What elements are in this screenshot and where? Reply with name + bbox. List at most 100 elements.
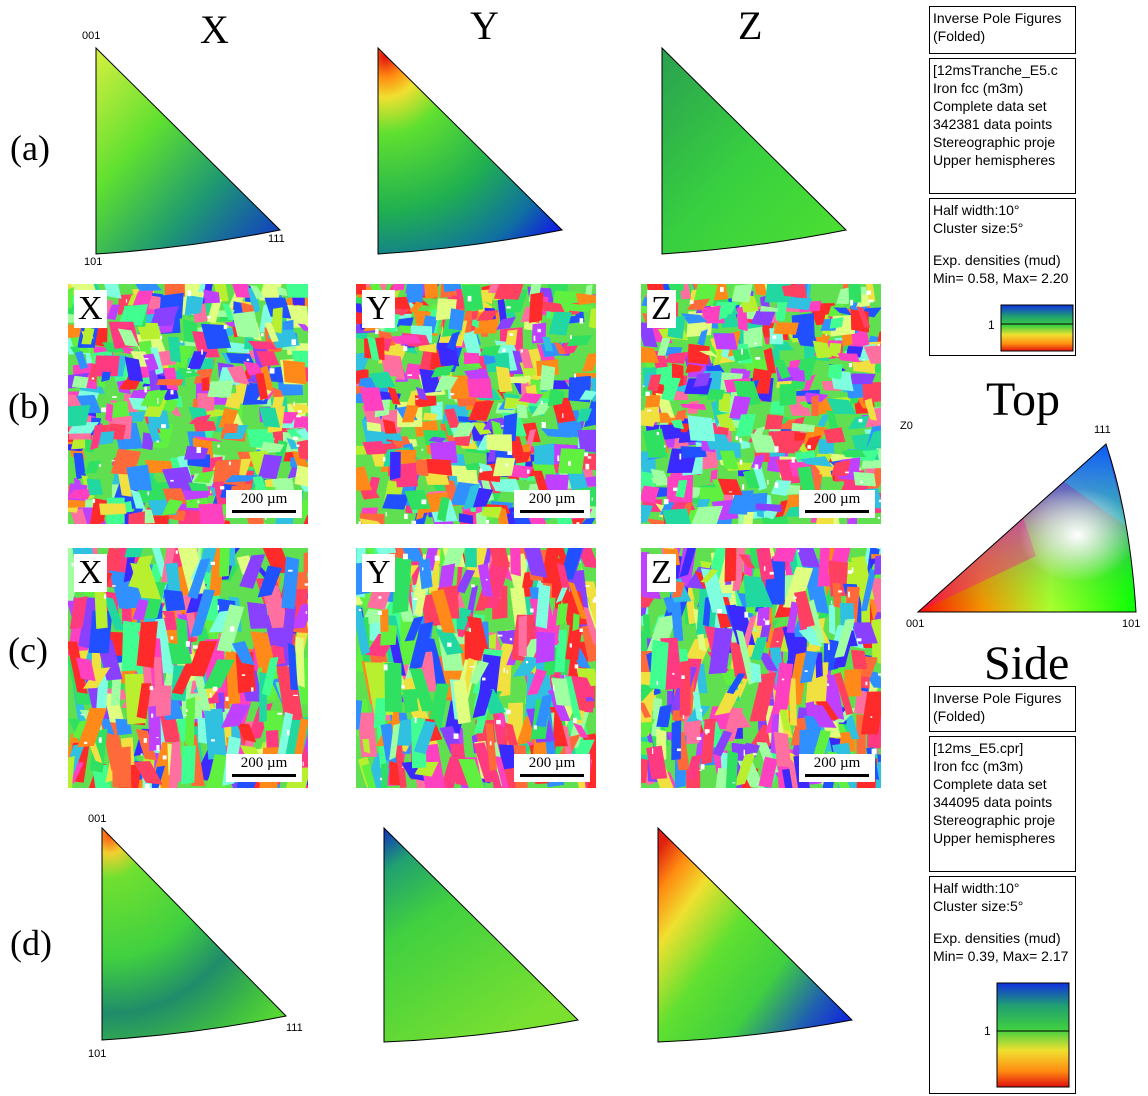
grain — [421, 637, 448, 692]
grain — [489, 548, 510, 568]
grain — [73, 452, 86, 480]
scale-bar-text: 200 µm — [240, 755, 288, 771]
unindexed-point — [574, 664, 579, 669]
unindexed-point — [489, 741, 492, 746]
grain — [168, 336, 182, 363]
ipf-side-z — [657, 826, 854, 1043]
grain — [731, 348, 751, 362]
unindexed-point — [728, 491, 733, 493]
unindexed-point — [776, 641, 779, 643]
grain — [420, 594, 439, 627]
grain — [431, 365, 455, 378]
unindexed-point — [765, 620, 770, 625]
row-label-c: (c) — [8, 630, 48, 670]
grain — [679, 660, 691, 718]
unindexed-point — [509, 638, 513, 641]
grain — [277, 286, 288, 296]
grain — [553, 341, 567, 355]
grain — [382, 494, 410, 510]
grain — [660, 377, 681, 402]
unindexed-point — [585, 463, 590, 470]
unindexed-point — [754, 464, 759, 470]
grain — [699, 350, 719, 358]
grain — [826, 674, 845, 720]
grain — [359, 387, 385, 412]
grain — [408, 621, 434, 670]
unindexed-point — [383, 457, 386, 462]
grain — [218, 408, 239, 428]
unindexed-point — [241, 674, 246, 676]
grain — [531, 402, 552, 417]
unindexed-point — [469, 666, 474, 668]
grain — [644, 406, 661, 423]
grain — [856, 306, 871, 328]
unindexed-point — [187, 290, 192, 297]
top-title: Top — [986, 373, 1060, 426]
unindexed-point — [447, 642, 452, 647]
unindexed-point — [277, 712, 283, 715]
grain — [848, 284, 862, 304]
map-label: Y — [362, 290, 395, 328]
grain — [871, 618, 881, 657]
grain — [128, 511, 145, 524]
ipf-top-z — [661, 46, 848, 255]
grain — [759, 621, 771, 642]
grain — [126, 464, 152, 491]
unindexed-point — [739, 459, 743, 465]
unindexed-point — [471, 584, 475, 588]
grain — [844, 669, 862, 697]
grain — [429, 440, 458, 464]
grain — [74, 351, 88, 370]
unindexed-point — [656, 432, 660, 436]
grain — [485, 723, 497, 771]
grain — [670, 591, 684, 641]
unindexed-point — [304, 583, 308, 586]
unindexed-point — [570, 335, 572, 340]
info-line: Iron fcc (m3m) — [933, 758, 1024, 774]
unindexed-point — [753, 753, 757, 756]
grain — [725, 706, 752, 729]
grain — [547, 388, 565, 407]
unindexed-point — [170, 636, 174, 640]
row-label-d: (d) — [10, 923, 52, 963]
grain — [90, 423, 103, 451]
scale-bar-line — [805, 510, 869, 513]
grain — [168, 642, 193, 665]
map-label: Z — [647, 290, 676, 328]
grain — [187, 351, 208, 369]
grain — [161, 499, 184, 516]
unindexed-point — [769, 571, 774, 575]
grain — [357, 712, 378, 757]
grain — [259, 407, 281, 428]
grain — [712, 730, 733, 757]
grain — [135, 729, 157, 761]
scale-bar: 200 µm — [226, 490, 302, 518]
grain — [250, 285, 264, 300]
grain — [518, 348, 534, 369]
grain — [743, 326, 763, 349]
unindexed-point — [592, 599, 596, 603]
grain — [224, 475, 258, 483]
grain — [295, 636, 305, 688]
unindexed-point — [739, 438, 742, 443]
grain — [742, 469, 760, 489]
grain — [361, 763, 377, 788]
grain — [219, 548, 230, 577]
grain — [823, 427, 846, 444]
unindexed-point — [858, 418, 863, 423]
grain — [860, 568, 877, 612]
unindexed-point — [497, 634, 503, 637]
grain — [827, 364, 843, 380]
grain — [548, 311, 572, 336]
grain — [850, 649, 868, 669]
grain — [136, 683, 152, 720]
unindexed-point — [732, 782, 736, 784]
grain — [828, 604, 836, 636]
grain — [418, 343, 437, 353]
scale-bar-line — [520, 510, 584, 513]
unindexed-point — [434, 555, 440, 561]
info-line: 344095 data points — [933, 794, 1053, 810]
unindexed-point — [705, 731, 708, 735]
grain — [461, 285, 484, 312]
